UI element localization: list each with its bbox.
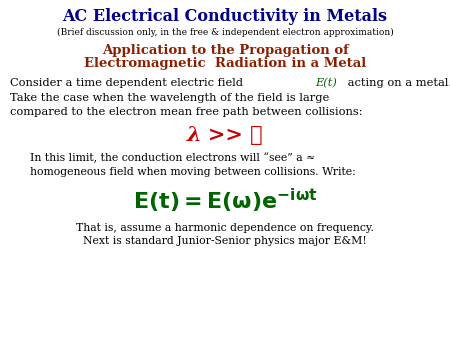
Text: compared to the electron mean free path between collisions:: compared to the electron mean free path …	[10, 107, 363, 117]
Text: λ >> ℓ: λ >> ℓ	[187, 125, 263, 145]
Text: Take the case when the wavelength of the field is large: Take the case when the wavelength of the…	[10, 93, 329, 103]
Text: Consider a time dependent electric field: Consider a time dependent electric field	[10, 78, 247, 88]
Text: Electromagnetic  Radiation in a Metal: Electromagnetic Radiation in a Metal	[84, 57, 366, 70]
Text: acting on a metal.: acting on a metal.	[343, 78, 450, 88]
Text: E(t): E(t)	[315, 78, 337, 88]
Text: $\bf{E(t) = E(\omega)e^{-i\omega t}}$: $\bf{E(t) = E(\omega)e^{-i\omega t}}$	[133, 187, 317, 215]
Text: In this limit, the conduction electrons will “see” a ≈: In this limit, the conduction electrons …	[30, 153, 315, 164]
Text: AC Electrical Conductivity in Metals: AC Electrical Conductivity in Metals	[63, 8, 387, 25]
Text: homogeneous field when moving between collisions. Write:: homogeneous field when moving between co…	[30, 167, 356, 177]
Text: That is, assume a harmonic dependence on frequency.: That is, assume a harmonic dependence on…	[76, 223, 374, 233]
Text: Application to the Propagation of: Application to the Propagation of	[102, 44, 348, 57]
Text: (Brief discussion only, in the free & independent electron approximation): (Brief discussion only, in the free & in…	[57, 28, 393, 37]
Text: Next is standard Junior-Senior physics major E&M!: Next is standard Junior-Senior physics m…	[83, 236, 367, 246]
